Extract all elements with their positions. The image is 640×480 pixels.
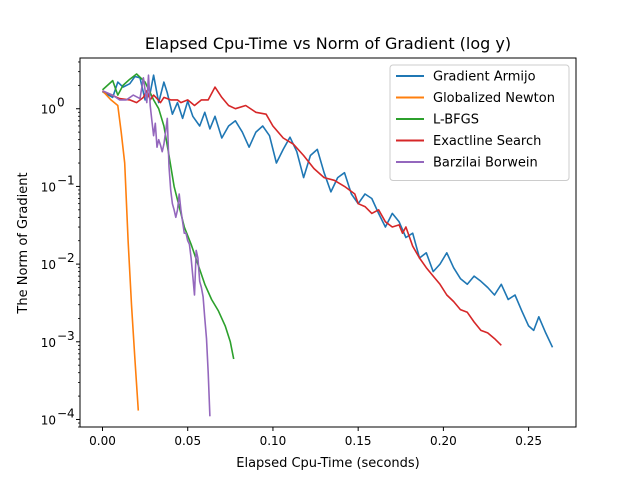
y-tick-exponent: 0 [57, 96, 65, 110]
legend: Gradient Armijo Globalized Newton L-BFGS Ex… [389, 64, 570, 181]
series-layer [101, 73, 554, 417]
series-line-4 [102, 74, 211, 417]
y-tick-label: 10 [41, 336, 56, 350]
x-tick-label: 0.25 [515, 434, 542, 448]
series-line-0 [102, 74, 554, 348]
x-tick-label: 0.00 [89, 434, 116, 448]
chart-title: Elapsed Cpu-Time vs Norm of Gradient (lo… [145, 34, 511, 53]
y-tick-exponent: −3 [57, 329, 75, 343]
plot-frame [79, 57, 577, 428]
series-line-3 [102, 86, 502, 346]
x-tick-label: 0.15 [345, 434, 372, 448]
legend-label: Exactline Search [433, 134, 541, 149]
y-tick-label: 10 [41, 413, 56, 427]
x-tick-label: 0.05 [174, 434, 201, 448]
legend-box [389, 64, 570, 181]
y-tick-label: 10 [41, 103, 56, 117]
legend-label: Gradient Armijo [433, 70, 536, 85]
y-tick-exponent: −1 [57, 173, 75, 187]
y-tick-exponent: −2 [57, 251, 75, 265]
y-tick-label: 10 [41, 180, 56, 194]
series-line-1 [101, 90, 140, 411]
y-tick-exponent: −4 [57, 406, 75, 420]
y-axis-label: The Norm of Gradient [16, 172, 31, 314]
x-axis: 0.00 0.05 0.10 0.15 0.20 0.25 [89, 427, 542, 448]
legend-label: L-BFGS [433, 113, 479, 128]
series-line-2 [101, 73, 235, 360]
x-tick-label: 0.20 [430, 434, 457, 448]
x-tick-label: 0.10 [260, 434, 287, 448]
y-tick-label: 10 [41, 258, 56, 272]
legend-label: Globalized Newton [433, 91, 555, 106]
legend-label: Barzilai Borwein [433, 156, 538, 171]
x-axis-label: Elapsed Cpu-Time (seconds) [236, 456, 420, 471]
